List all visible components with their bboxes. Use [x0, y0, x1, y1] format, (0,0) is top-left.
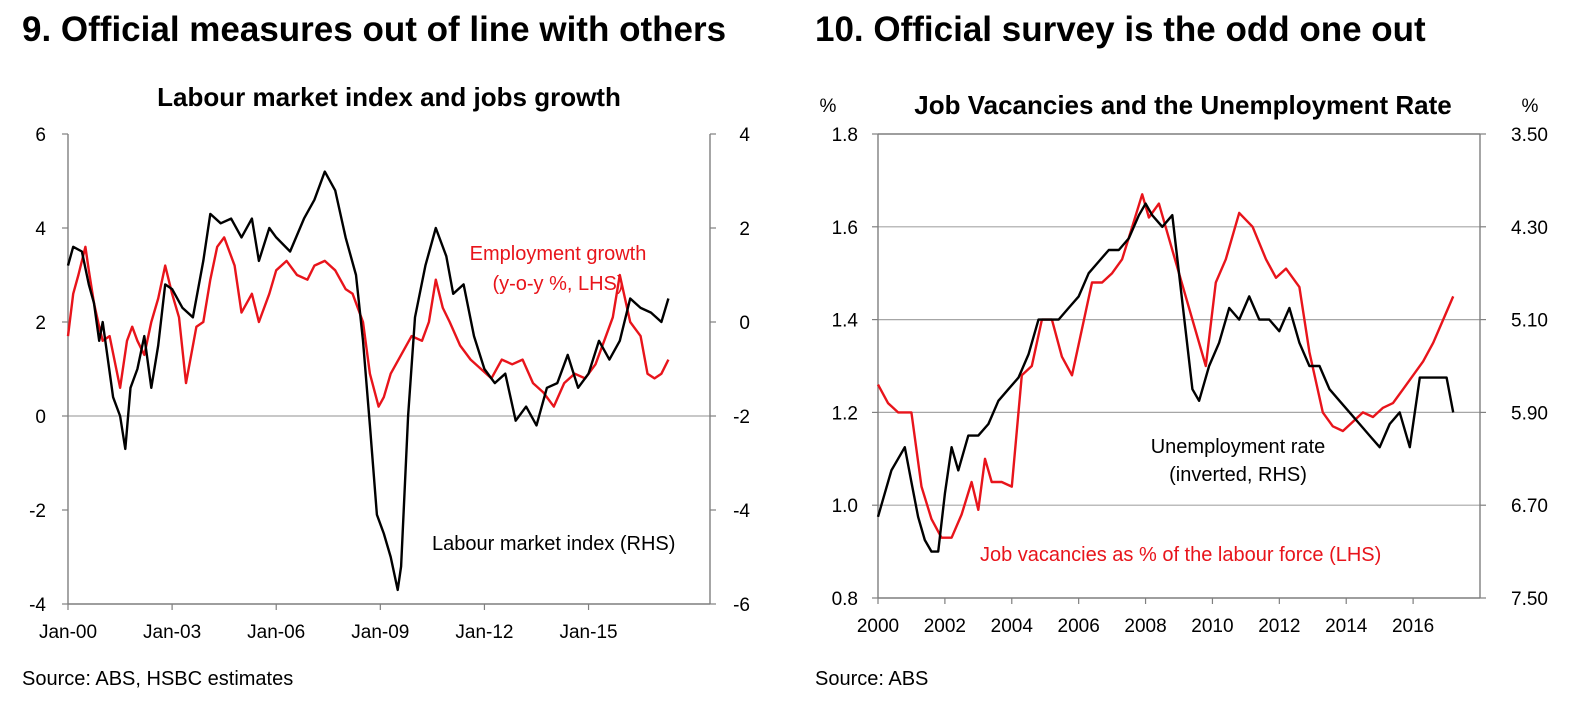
chart1-right-tick-label: -4 — [733, 501, 750, 522]
chart1-series-labour-market-index — [66, 170, 670, 592]
chart2-right-tick-label: 6.70 — [1511, 496, 1548, 517]
chart2-x-tick-label: 2006 — [1058, 616, 1100, 637]
chart2-left-tick-label: 1.2 — [832, 403, 858, 424]
chart2-left-unit: % — [820, 96, 837, 117]
chart2-left-tick-label: 1.0 — [832, 496, 858, 517]
chart-1-heading: 9. Official measures out of line with ot… — [22, 10, 727, 49]
chart2-x-tick-label: 2012 — [1258, 616, 1300, 637]
chart1-right-tick-label: 4 — [739, 125, 750, 146]
chart2-x-tick-label: 2014 — [1325, 616, 1368, 637]
chart-2-source: Source: ABS — [815, 668, 929, 690]
chart1-x-tick-label: Jan-03 — [143, 622, 201, 643]
chart1-series-employment-growth — [66, 236, 670, 408]
chart1-right-tick-label: 0 — [739, 313, 750, 334]
chart-1-source: Source: ABS, HSBC estimates — [22, 668, 294, 690]
chart1-left-tick-label: 0 — [35, 407, 46, 428]
chart1-annotation-1-line2: (y-o-y %, LHS) — [492, 273, 623, 295]
chart2-series-unemployment-rate — [876, 202, 1455, 553]
chart2-right-tick-label: 4.30 — [1511, 218, 1548, 239]
chart1-left-tick-label: -2 — [29, 501, 46, 522]
chart1-x-tick-label: Jan-12 — [455, 622, 513, 643]
chart1-left-tick-label: 4 — [35, 219, 46, 240]
chart1-title: Labour market index and jobs growth — [157, 82, 621, 112]
chart1-right-tick-label: 2 — [739, 219, 750, 240]
chart2-right-tick-label: 5.90 — [1511, 403, 1548, 424]
chart2-x-tick-label: 2002 — [924, 616, 966, 637]
chart2-right-tick-label: 7.50 — [1511, 589, 1548, 610]
chart2-x-tick-label: 2004 — [991, 616, 1034, 637]
chart1-annotation-1-line1: Employment growth — [470, 243, 647, 265]
chart2-left-tick-label: 1.8 — [832, 125, 858, 146]
chart2-right-tick-label: 5.10 — [1511, 311, 1548, 332]
chart1-right-tick-label: -6 — [733, 595, 750, 616]
chart2-left-tick-label: 0.8 — [832, 589, 858, 610]
chart2-left-tick-label: 1.6 — [832, 218, 858, 239]
chart2-right-unit: % — [1522, 96, 1539, 117]
chart1-x-tick-label: Jan-09 — [351, 622, 409, 643]
chart1-x-tick-label: Jan-15 — [559, 622, 617, 643]
chart1-annotation-2-line1: Labour market index (RHS) — [432, 533, 675, 555]
chart1-x-tick-label: Jan-00 — [39, 622, 97, 643]
chart1-right-tick-label: -2 — [733, 407, 750, 428]
chart2-annotation-1-line2: (inverted, RHS) — [1169, 464, 1307, 486]
chart2-series-job-vacancies-as-of-the-labour-force — [876, 193, 1455, 539]
chart1-left-tick-label: 2 — [35, 313, 46, 334]
chart2-annotation-1-line1: Unemployment rate — [1151, 436, 1326, 458]
chart2-annotation-2-line1: Job vacancies as % of the labour force (… — [980, 544, 1381, 566]
chart2-right-tick-label: 3.50 — [1511, 125, 1548, 146]
chart1-left-tick-label: -4 — [29, 595, 46, 616]
chart-2-heading: 10. Official survey is the odd one out — [815, 10, 1426, 49]
chart2-x-tick-label: 2008 — [1124, 616, 1166, 637]
chart2-x-tick-label: 2000 — [857, 616, 899, 637]
chart2-x-tick-label: 2010 — [1191, 616, 1233, 637]
chart1-x-tick-label: Jan-06 — [247, 622, 305, 643]
chart2-x-tick-label: 2016 — [1392, 616, 1434, 637]
chart1-left-tick-label: 6 — [35, 125, 46, 146]
chart2-left-tick-label: 1.4 — [832, 311, 859, 332]
chart2-title: Job Vacancies and the Unemployment Rate — [914, 90, 1452, 120]
